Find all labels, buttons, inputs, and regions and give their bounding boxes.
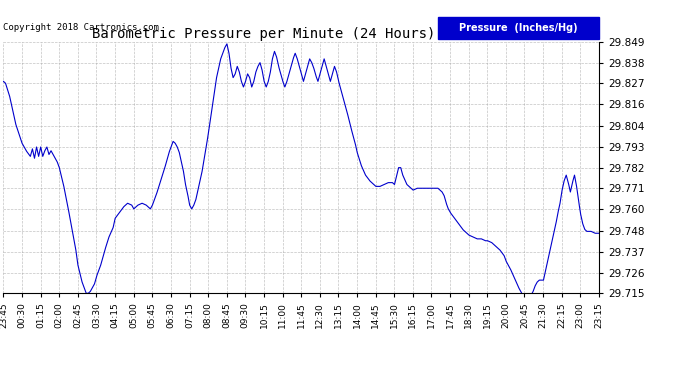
- Title: Barometric Pressure per Minute (24 Hours) 20180616: Barometric Pressure per Minute (24 Hours…: [92, 27, 511, 41]
- Text: Copyright 2018 Cartronics.com: Copyright 2018 Cartronics.com: [3, 23, 159, 32]
- FancyBboxPatch shape: [438, 17, 599, 39]
- Text: Pressure  (Inches/Hg): Pressure (Inches/Hg): [460, 23, 578, 33]
